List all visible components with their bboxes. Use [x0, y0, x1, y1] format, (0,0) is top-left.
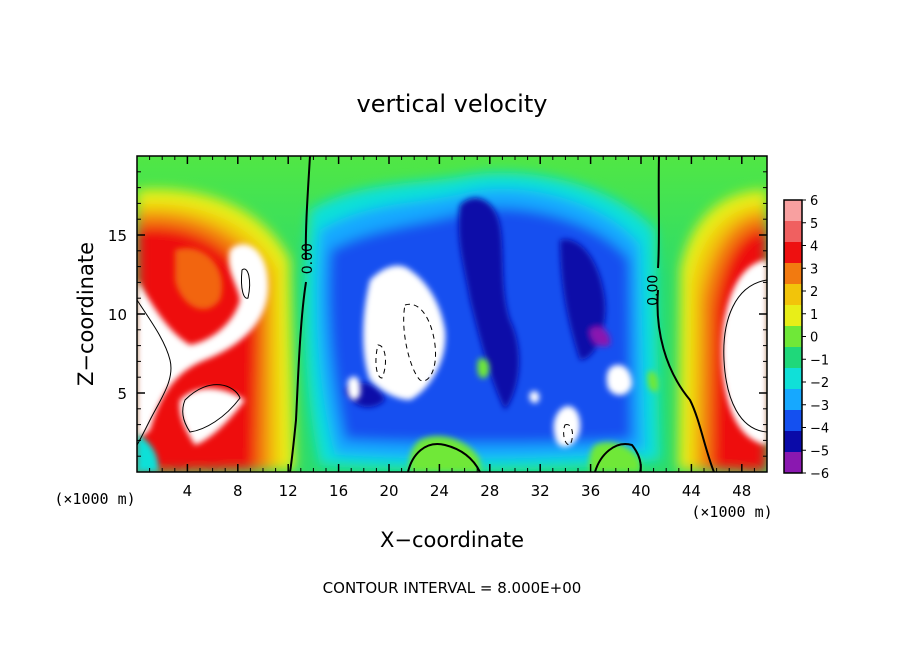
- y-tick-label: 5: [117, 385, 127, 403]
- colorbar-label: 4: [810, 240, 818, 255]
- y-axis-label: Z−coordinate: [74, 242, 98, 386]
- contour-label: 0.00: [645, 275, 661, 306]
- colorbar-label: −6: [810, 467, 829, 482]
- x-tick-label: 40: [631, 482, 650, 500]
- contour-interval-note: CONTOUR INTERVAL = 8.000E+00: [323, 579, 582, 597]
- x-unit-label: (×1000 m): [691, 503, 772, 521]
- contour-label: 0.00: [300, 243, 316, 274]
- y-unit-label: (×1000 m): [54, 490, 135, 508]
- colorbar-label: 6: [810, 194, 818, 209]
- colorbar-label: −5: [810, 444, 829, 459]
- x-tick-label: 36: [581, 482, 600, 500]
- chart-title: vertical velocity: [357, 90, 548, 118]
- colorbar-label: 3: [810, 262, 818, 277]
- velocity-field: [137, 156, 767, 472]
- y-tick-label: 10: [108, 306, 127, 324]
- colorbar-label: 5: [810, 217, 818, 232]
- colorbar-swatch: [784, 368, 802, 390]
- x-tick-label: 20: [379, 482, 398, 500]
- colorbar-label: 0: [810, 331, 818, 346]
- x-tick-label: 16: [329, 482, 348, 500]
- x-tick-label: 8: [233, 482, 243, 500]
- colorbar-label: 2: [810, 285, 818, 300]
- x-tick-label: 12: [279, 482, 298, 500]
- x-tick-label: 48: [732, 482, 751, 500]
- x-tick-label: 28: [480, 482, 499, 500]
- colorbar-swatch: [784, 200, 802, 222]
- colorbar-label: 1: [810, 308, 818, 323]
- colorbar-swatch: [784, 452, 802, 474]
- colorbar-swatch: [784, 431, 802, 453]
- colorbar-swatch: [784, 263, 802, 285]
- colorbar-swatch: [784, 221, 802, 243]
- y-axis: 5 10 15: [108, 171, 767, 457]
- colorbar: 6 5 4 3 2 1 0 −1 −2 −3 −4 −5 −6: [783, 194, 829, 482]
- colorbar-swatch: [784, 410, 802, 432]
- x-axis-label: X−coordinate: [380, 528, 524, 552]
- x-tick-label: 4: [183, 482, 193, 500]
- colorbar-label: −3: [810, 399, 829, 414]
- x-tick-label: 44: [682, 482, 701, 500]
- colorbar-swatch: [784, 284, 802, 306]
- colorbar-swatch: [784, 305, 802, 327]
- x-tick-label: 24: [430, 482, 449, 500]
- colorbar-swatch: [784, 326, 802, 348]
- colorbar-swatch: [784, 347, 802, 369]
- colorbar-label: −2: [810, 376, 829, 391]
- x-axis: 4 8 12 16 20 24 28 32 36 40 44 48: [149, 156, 755, 500]
- colorbar-swatch: [784, 242, 802, 264]
- colorbar-label: −1: [810, 353, 829, 368]
- colorbar-label: −4: [810, 422, 829, 437]
- colorbar-swatch: [784, 389, 802, 411]
- contour-labels: 0.00 0.00: [300, 243, 661, 306]
- x-tick-label: 32: [531, 482, 550, 500]
- y-tick-label: 15: [108, 227, 127, 245]
